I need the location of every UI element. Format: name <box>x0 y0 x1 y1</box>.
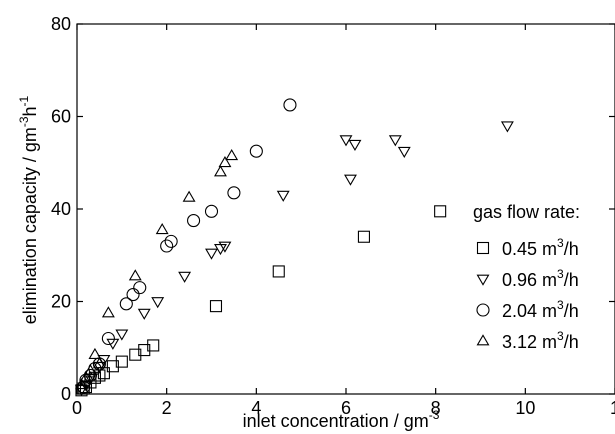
data-point-triangle-up <box>155 223 169 235</box>
x-tick-label: 10 <box>515 398 535 418</box>
y-tick-label: 20 <box>51 292 71 312</box>
y-tick-label: 40 <box>51 199 71 219</box>
data-point-square <box>138 344 151 357</box>
legend-label: 2.04 m3/h <box>502 298 579 321</box>
data-point-triangle-up <box>79 371 93 383</box>
x-axis-label: inlet concentration / gm-3 <box>243 408 440 431</box>
x-tick-label: 4 <box>251 398 261 418</box>
data-point-triangle-down <box>348 139 362 152</box>
legend-marker-circle <box>476 303 490 317</box>
data-point-triangle-up <box>88 347 102 360</box>
series-triangle-up <box>75 149 239 390</box>
data-point-square <box>357 230 370 243</box>
data-point-circle <box>160 239 174 253</box>
data-point-circle <box>249 144 263 158</box>
data-point-circle <box>204 204 219 218</box>
legend-label: 0.96 m3/h <box>502 267 579 290</box>
data-point-triangle-down <box>115 329 129 341</box>
data-point-triangle-down <box>137 308 151 320</box>
ticks: 02468101020406080 <box>51 14 615 418</box>
y-tick-label: 60 <box>51 107 71 127</box>
data-point-triangle-up <box>128 269 142 281</box>
data-point-square <box>434 205 447 218</box>
data-point-triangle-down <box>205 248 218 260</box>
data-point-triangle-up <box>214 165 227 177</box>
data-point-triangle-up <box>218 155 232 168</box>
data-point-triangle-down <box>83 373 97 385</box>
data-point-square <box>272 265 285 278</box>
data-point-circle <box>101 331 115 346</box>
data-point-triangle-down <box>339 135 353 147</box>
y-tick-label: 0 <box>61 384 71 404</box>
legend-label: 0.45 m3/h <box>502 236 579 259</box>
data-point-triangle-up <box>75 377 88 390</box>
legend-label: 3.12 m3/h <box>502 329 579 352</box>
data-point-triangle-down <box>344 174 357 186</box>
x-tick-label: 1 <box>610 398 615 418</box>
data-point-circle <box>227 186 241 200</box>
data-point-circle <box>126 288 140 302</box>
data-points <box>75 98 514 397</box>
data-point-square <box>147 339 160 352</box>
legend-marker-triangle-up <box>476 334 490 346</box>
data-point-triangle-down <box>276 190 290 202</box>
legend-marker-square <box>476 241 490 255</box>
data-point-triangle-down <box>397 146 411 158</box>
data-point-circle <box>133 281 147 295</box>
legend: gas flow rate: 0.45 m3/h 0.96 m3/h 2.04 m3… <box>473 202 580 352</box>
x-tick-label: 0 <box>72 398 82 418</box>
data-point-triangle-down <box>388 135 402 147</box>
y-tick-label: 80 <box>51 14 71 34</box>
data-point-triangle-up <box>225 149 239 161</box>
data-point-triangle-up <box>101 306 115 318</box>
legend-marker-triangle-down <box>476 274 490 286</box>
data-point-circle <box>119 297 133 311</box>
data-point-triangle-down <box>151 297 165 309</box>
data-point-square <box>115 355 128 368</box>
legend-title: gas flow rate: <box>473 202 580 222</box>
data-point-circle <box>187 214 201 228</box>
data-point-triangle-up <box>182 190 196 202</box>
data-point-triangle-up <box>83 364 97 376</box>
data-point-triangle-down <box>500 121 514 133</box>
data-point-circle <box>283 98 297 112</box>
x-tick-label: 2 <box>162 398 172 418</box>
data-point-square <box>106 360 119 373</box>
data-point-square <box>129 348 142 361</box>
data-point-square <box>209 300 223 313</box>
y-axis-label: elimination capacity / gm-3h-1 <box>17 95 40 324</box>
data-point-triangle-up <box>92 357 106 369</box>
x-tick-label: 6 <box>341 398 351 418</box>
series-triangle-down <box>75 121 514 397</box>
data-point-circle <box>164 234 178 248</box>
data-point-triangle-down <box>178 271 192 283</box>
series-circle <box>77 98 297 394</box>
data-point-triangle-down <box>218 241 232 253</box>
x-tick-label: 8 <box>431 398 441 418</box>
